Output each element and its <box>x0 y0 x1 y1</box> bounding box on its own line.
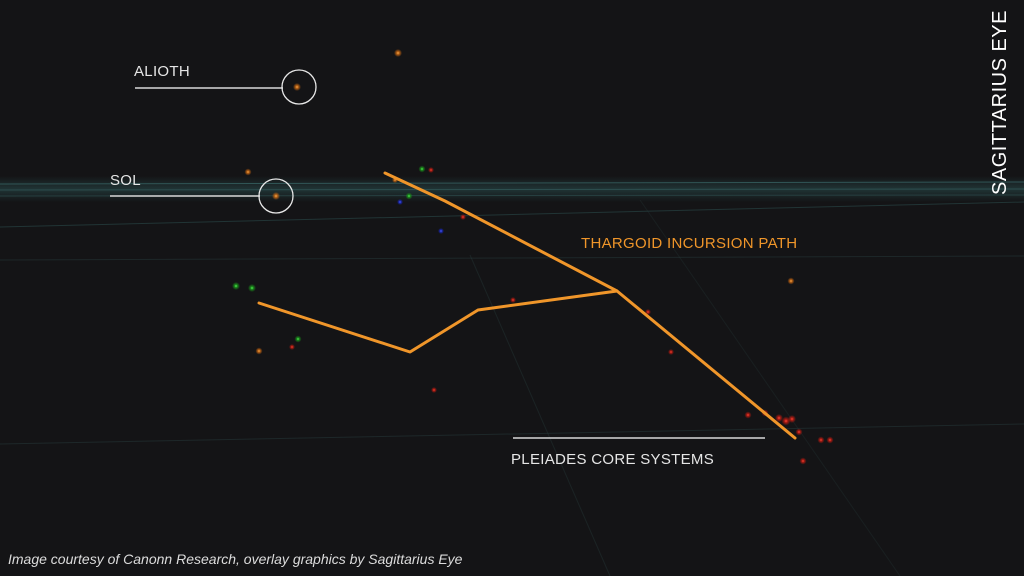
star <box>418 165 426 173</box>
star <box>244 168 252 176</box>
thargoid-incursion-path <box>383 171 797 440</box>
star <box>294 335 302 343</box>
brand-logo: SAGITTARIUS EYE <box>989 10 1011 195</box>
star <box>510 297 516 303</box>
thargoid-incursion-branch <box>257 289 619 354</box>
star <box>248 284 256 292</box>
alioth-label: ALIOTH <box>134 63 190 80</box>
pleiades-label: PLEIADES CORE SYSTEMS <box>511 451 715 468</box>
star <box>397 199 403 205</box>
star <box>232 282 240 290</box>
sol-marker[interactable] <box>258 178 294 214</box>
star <box>272 192 280 200</box>
star <box>460 214 466 220</box>
star <box>255 347 263 355</box>
star <box>428 167 434 173</box>
star <box>405 192 413 200</box>
star <box>289 344 295 350</box>
star <box>826 436 834 444</box>
star <box>795 428 803 436</box>
sol-label: SOL <box>110 172 141 189</box>
star <box>438 228 444 234</box>
star-field <box>232 49 834 465</box>
star <box>817 436 825 444</box>
star <box>787 277 795 285</box>
star <box>775 414 783 422</box>
image-credit-caption: Image courtesy of Canonn Research, overl… <box>8 551 463 567</box>
star <box>431 387 437 393</box>
star <box>744 411 752 419</box>
star <box>668 349 674 355</box>
incursion-path-label: THARGOID INCURSION PATH <box>581 235 798 252</box>
star <box>293 83 301 91</box>
alioth-marker[interactable] <box>281 69 317 105</box>
star <box>799 457 807 465</box>
star <box>394 49 402 57</box>
star <box>788 415 796 423</box>
